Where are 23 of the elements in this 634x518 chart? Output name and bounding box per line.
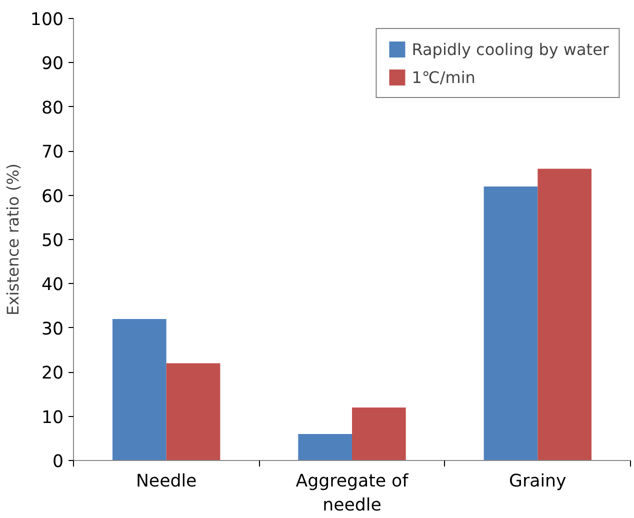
legend-label: Rapidly cooling by water <box>412 40 609 58</box>
bar <box>484 186 538 460</box>
bar <box>112 319 166 460</box>
y-tick-label: 100 <box>30 10 64 30</box>
bar <box>298 434 352 460</box>
y-tick-label: 90 <box>41 54 64 74</box>
y-tick-label: 30 <box>41 319 64 340</box>
x-tick-label: Aggregate of needle <box>296 472 410 516</box>
y-tick-label: 50 <box>41 231 64 251</box>
y-tick-label: 20 <box>41 364 64 384</box>
y-tick-label: 10 <box>41 408 64 428</box>
y-tick-label: 0 <box>52 452 64 472</box>
y-tick-label: 80 <box>41 98 64 118</box>
x-tick-label: Needle <box>136 472 197 492</box>
bar <box>166 363 220 460</box>
y-tick-label: 40 <box>41 275 64 296</box>
legend-label: 1℃/min <box>412 68 476 86</box>
bar <box>352 407 406 460</box>
bar <box>538 168 592 460</box>
x-tick-label: Grainy <box>509 472 566 492</box>
y-axis-title: Existence ratio (%) <box>3 163 22 316</box>
y-tick-label: 70 <box>41 142 64 163</box>
y-tick-label: 60 <box>41 186 64 207</box>
